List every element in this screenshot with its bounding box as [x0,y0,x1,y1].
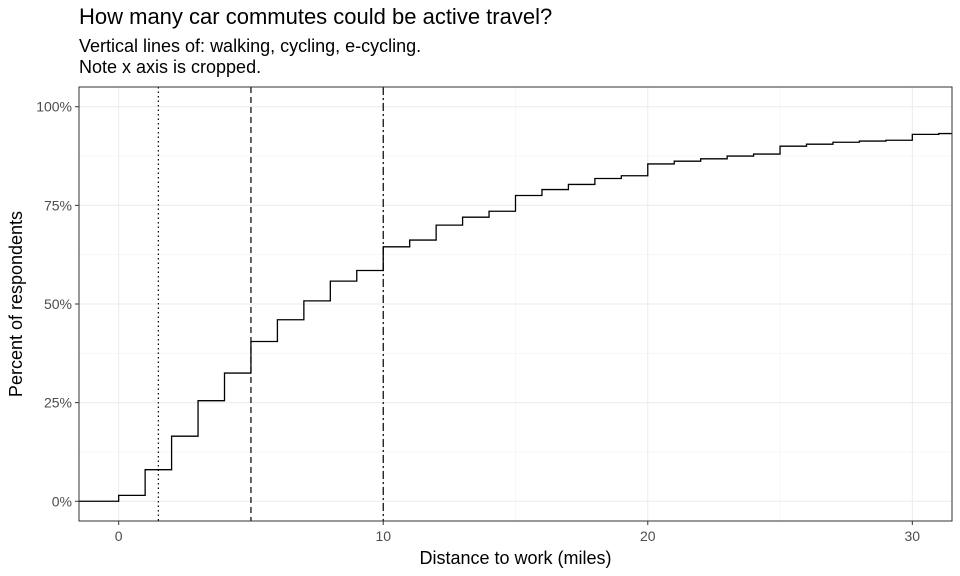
grid-lines [79,87,952,521]
x-tick-label: 10 [375,528,391,544]
y-tick-label: 25% [44,395,72,411]
y-tick-label: 0% [52,493,72,509]
x-tick-label: 30 [905,528,921,544]
reference-lines [157,87,384,521]
y-tick-label: 75% [44,197,72,213]
x-axis-title: Distance to work (miles) [419,548,611,568]
series-group [79,132,952,502]
x-tick-label: 20 [640,528,656,544]
x-tick-label: 0 [115,528,123,544]
y-axis: 0% 25% 50% 75% 100% [36,99,79,509]
y-axis-title: Percent of respondents [6,211,26,397]
chart-subtitle: Vertical lines of: walking, cycling, e-c… [79,36,421,78]
ecdf-step-line [79,132,952,502]
subtitle-line-2: Note x axis is cropped. [79,57,262,77]
x-axis: 0 10 20 30 [115,521,921,544]
subtitle-line-1: Vertical lines of: walking, cycling, e-c… [79,36,422,56]
chart-title: How many car commutes could be active tr… [79,4,553,29]
y-tick-label: 50% [44,296,72,312]
y-tick-label: 100% [36,99,72,115]
